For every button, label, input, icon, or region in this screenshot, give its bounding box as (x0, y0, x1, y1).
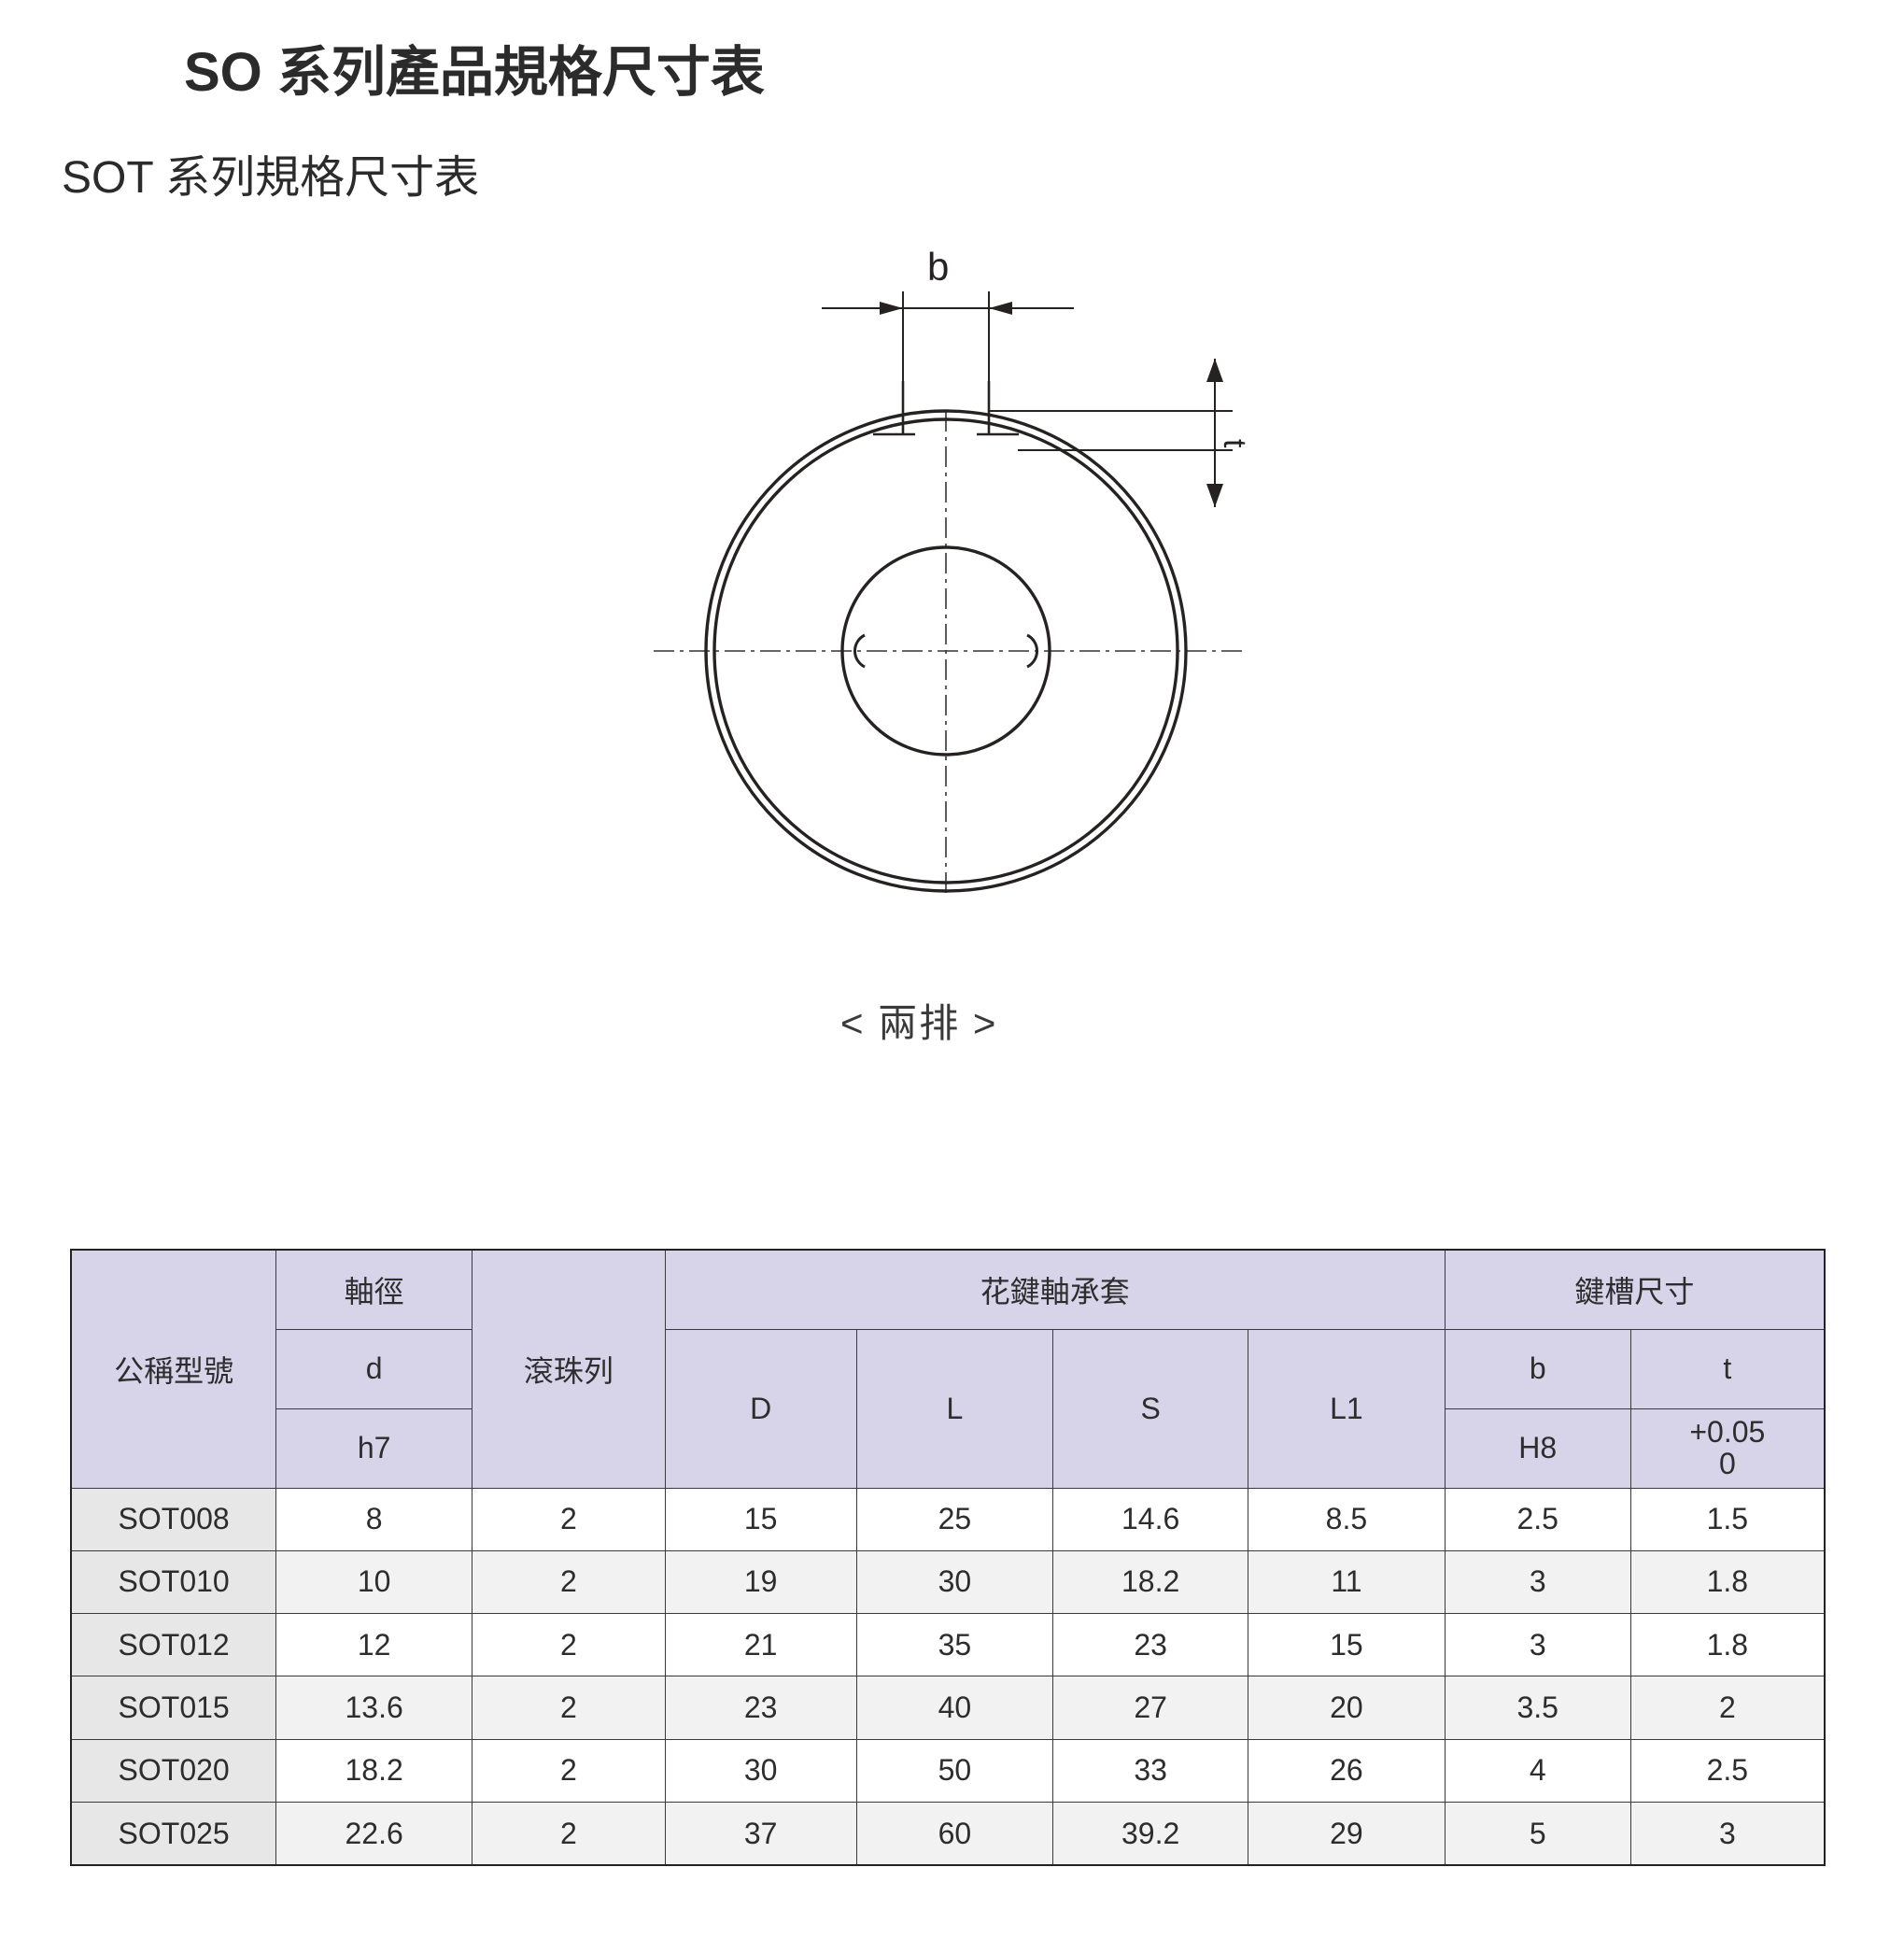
svg-text:t: t (1217, 439, 1252, 448)
svg-text:b: b (927, 245, 949, 289)
